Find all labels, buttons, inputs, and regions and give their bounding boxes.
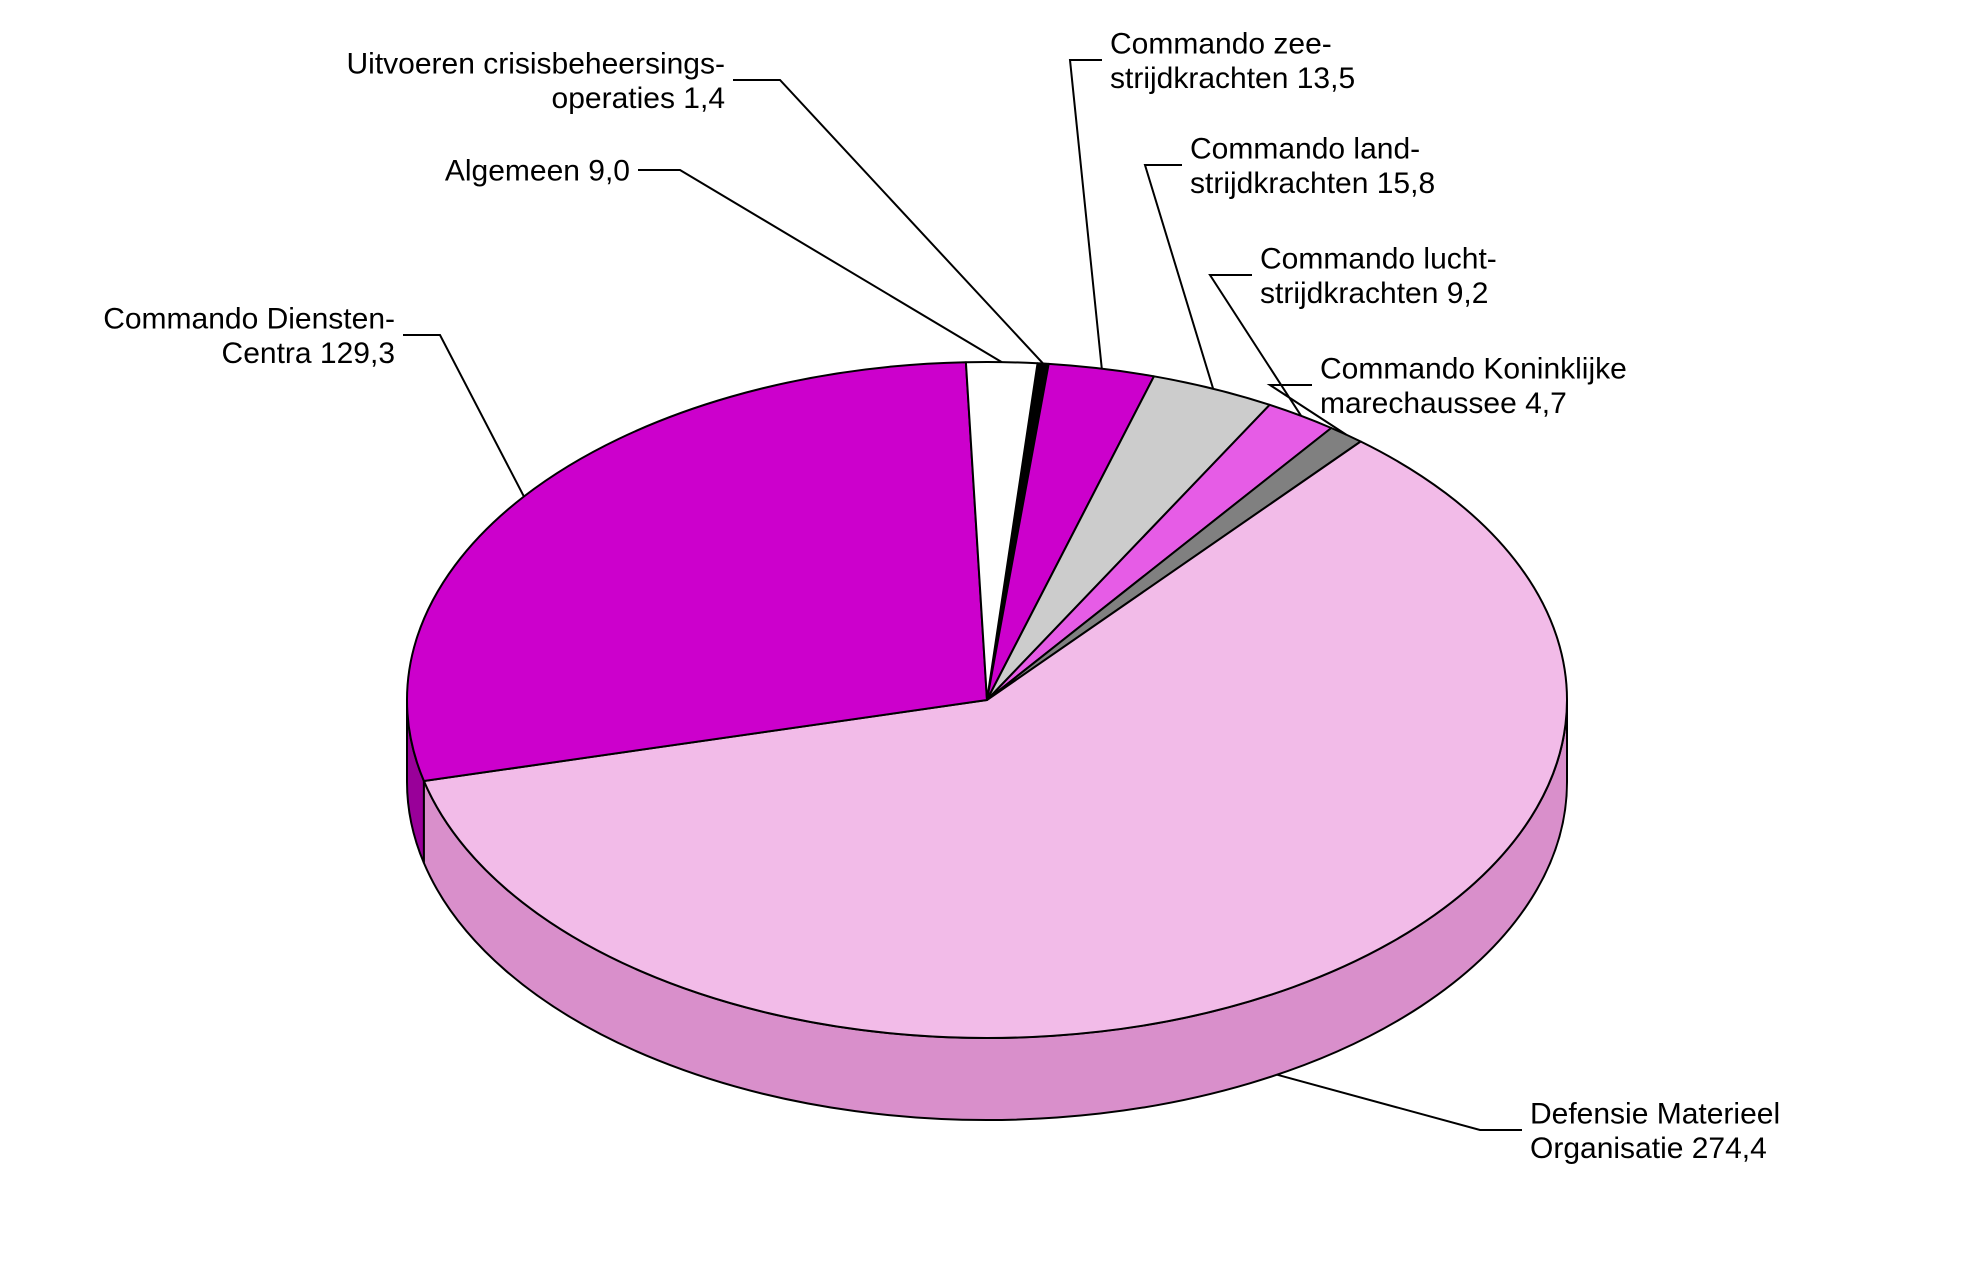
leader-line bbox=[1277, 1075, 1522, 1130]
slice-label: Defensie MaterieelOrganisatie 274,4 bbox=[1530, 1097, 1780, 1165]
slice-label: Uitvoeren crisisbeheersings-operaties 1,… bbox=[347, 47, 726, 115]
slice-label: Commando zee-strijdkrachten 13,5 bbox=[1110, 27, 1355, 95]
pie-chart: Uitvoeren crisisbeheersings-operaties 1,… bbox=[0, 0, 1974, 1266]
slice-label: Commando Koninklijkemarechaussee 4,7 bbox=[1320, 352, 1627, 420]
slice-label: Commando lucht-strijdkrachten 9,2 bbox=[1260, 242, 1497, 310]
leader-line bbox=[638, 170, 1002, 362]
slice-label: Commando land-strijdkrachten 15,8 bbox=[1190, 132, 1435, 200]
slice-label: Algemeen 9,0 bbox=[445, 155, 630, 188]
leader-line bbox=[733, 80, 1043, 364]
pie-top bbox=[407, 362, 1567, 1038]
leader-line bbox=[1070, 60, 1102, 369]
slice-label: Commando Diensten-Centra 129,3 bbox=[103, 302, 395, 370]
leader-line bbox=[403, 335, 524, 496]
